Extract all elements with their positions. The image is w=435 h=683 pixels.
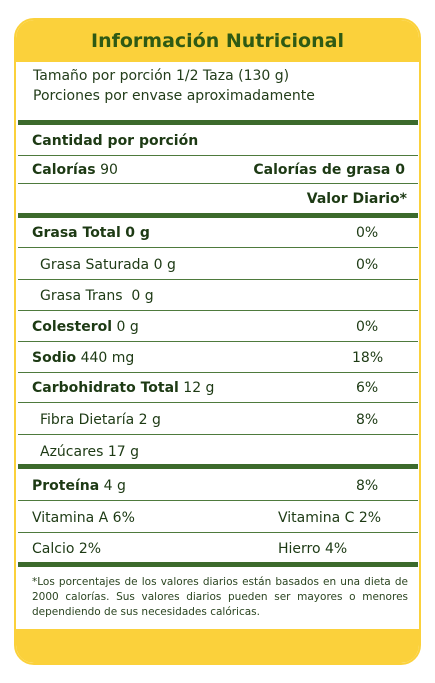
divider-thick (18, 213, 418, 218)
divider (18, 500, 418, 501)
vitamin-c: Vitamina C 2% (278, 510, 382, 526)
calories-label: Calorías (32, 162, 96, 178)
fat-calories: Calorías de grasa 0 (253, 162, 405, 178)
divider (18, 341, 418, 342)
divider (18, 372, 418, 373)
calories-value: 90 (100, 162, 118, 178)
divider (18, 434, 418, 435)
serving-size: Tamaño por porción 1/2 Taza (130 g) (33, 68, 290, 84)
dv-sodium: 18% (352, 350, 384, 366)
vitamin-a: Vitamina A 6% (32, 510, 135, 526)
nutrient-row-total-fat: Grasa Total 0 g (32, 225, 150, 241)
nutrient-row-carbohydrate: Carbohidrato Total 12 g (32, 380, 215, 396)
dv-fiber: 8% (356, 412, 379, 428)
iron: Hierro 4% (278, 541, 348, 557)
divider (18, 183, 418, 184)
dv-protein: 8% (356, 478, 379, 494)
calcium: Calcio 2% (32, 541, 102, 557)
divider (18, 310, 418, 311)
footer-band (16, 629, 419, 663)
divider-thick (18, 464, 418, 469)
dv-carbohydrate: 6% (356, 380, 379, 396)
divider (18, 279, 418, 280)
dv-total-fat: 0% (356, 225, 379, 241)
divider-thick (18, 562, 418, 567)
amount-per-serving: Cantidad por porción (32, 133, 199, 149)
nutrient-row-trans-fat: Grasa Trans 0 g (40, 288, 154, 304)
nutrient-row-protein: Proteína 4 g (32, 478, 126, 494)
label-title: Información Nutricional (91, 30, 344, 52)
divider-thick (18, 120, 418, 125)
divider (18, 155, 418, 156)
dv-cholesterol: 0% (356, 319, 379, 335)
divider (18, 402, 418, 403)
divider (18, 247, 418, 248)
nutrient-row-fiber: Fibra Dietaría 2 g (40, 412, 161, 428)
header-band (16, 20, 419, 62)
footnote: *Los porcentajes de los valores diarios … (32, 576, 408, 618)
servings-per-container: Porciones por envase aproximadamente (33, 88, 315, 104)
daily-value-header: Valor Diario* (306, 191, 407, 207)
dv-saturated-fat: 0% (356, 257, 379, 273)
calories-row: Calorías 90 (32, 162, 118, 178)
nutrient-row-saturated-fat: Grasa Saturada 0 g (40, 257, 176, 273)
nutrient-row-sodium: Sodio 440 mg (32, 350, 135, 366)
divider (18, 532, 418, 533)
nutrition-label: Información Nutricional Tamaño por porci… (14, 18, 421, 665)
nutrient-row-sugars: Azúcares 17 g (40, 444, 140, 460)
nutrient-row-cholesterol: Colesterol 0 g (32, 319, 139, 335)
